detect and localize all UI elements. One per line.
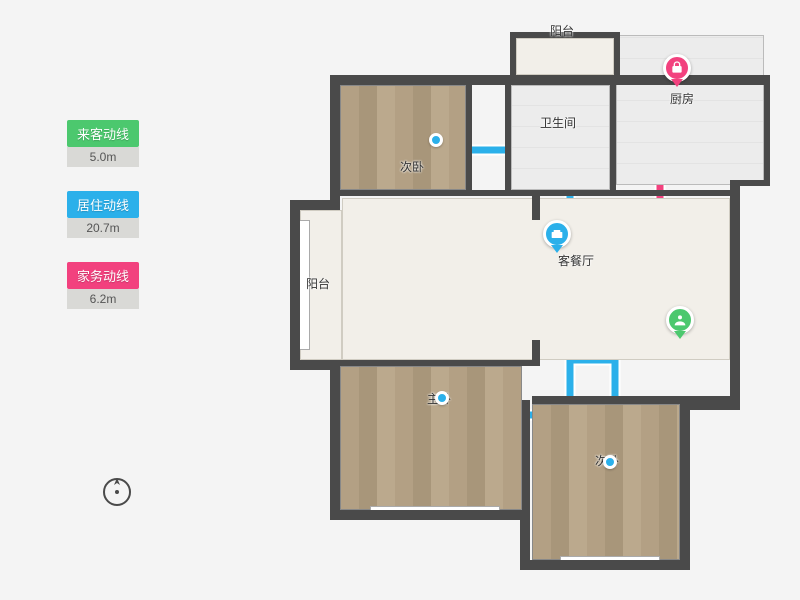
room-label-bathroom: 卫生间 (540, 114, 576, 131)
wall (330, 510, 530, 520)
room-label-bedroom2_top: 次卧 (400, 158, 424, 175)
floorplan: 阳台厨房卫生间次卧阳台客餐厅主卧次卧 (270, 20, 770, 580)
wall (680, 400, 690, 570)
wall (522, 400, 530, 570)
legend-item-chore: 家务动线 6.2m (67, 262, 139, 309)
wall (610, 80, 616, 195)
legend-value: 20.7m (67, 218, 139, 238)
room-bedroom2_bot (532, 404, 680, 560)
path-endpoint-icon (603, 455, 617, 469)
room-living (342, 198, 730, 360)
wall (532, 396, 732, 404)
legend-label: 来客动线 (67, 120, 139, 147)
wall (330, 75, 340, 210)
wall (532, 195, 540, 220)
wall (730, 180, 740, 410)
legend-value: 6.2m (67, 289, 139, 309)
wall (340, 190, 740, 196)
room-kitchen (616, 35, 764, 185)
wall (340, 360, 540, 366)
wall (532, 340, 540, 366)
legend-label: 家务动线 (67, 262, 139, 289)
wall (290, 200, 300, 370)
wall (505, 80, 511, 195)
wall (510, 32, 516, 75)
room-balcony_top (516, 38, 614, 75)
room-label-kitchen: 厨房 (670, 90, 694, 107)
legend: 来客动线 5.0m 居住动线 20.7m 家务动线 6.2m (67, 120, 139, 333)
legend-item-guest: 来客动线 5.0m (67, 120, 139, 167)
blue-pin-icon (543, 220, 571, 248)
room-label-balcony_top: 阳台 (550, 22, 574, 39)
wall (330, 75, 770, 85)
wall (330, 360, 340, 520)
room-master (340, 366, 522, 510)
green-pin-icon (666, 306, 694, 334)
compass-icon (100, 475, 134, 514)
room-label-living: 客餐厅 (558, 252, 594, 269)
room-label-balcony_left: 阳台 (306, 275, 330, 292)
path-endpoint-icon (429, 133, 443, 147)
legend-label: 居住动线 (67, 191, 139, 218)
wall (764, 75, 770, 186)
legend-item-living: 居住动线 20.7m (67, 191, 139, 238)
wall (520, 560, 690, 570)
pink-pin-icon (663, 54, 691, 82)
path-endpoint-icon (435, 391, 449, 405)
legend-value: 5.0m (67, 147, 139, 167)
wall (614, 32, 620, 75)
wall (466, 80, 472, 195)
room-bathroom (511, 85, 610, 190)
